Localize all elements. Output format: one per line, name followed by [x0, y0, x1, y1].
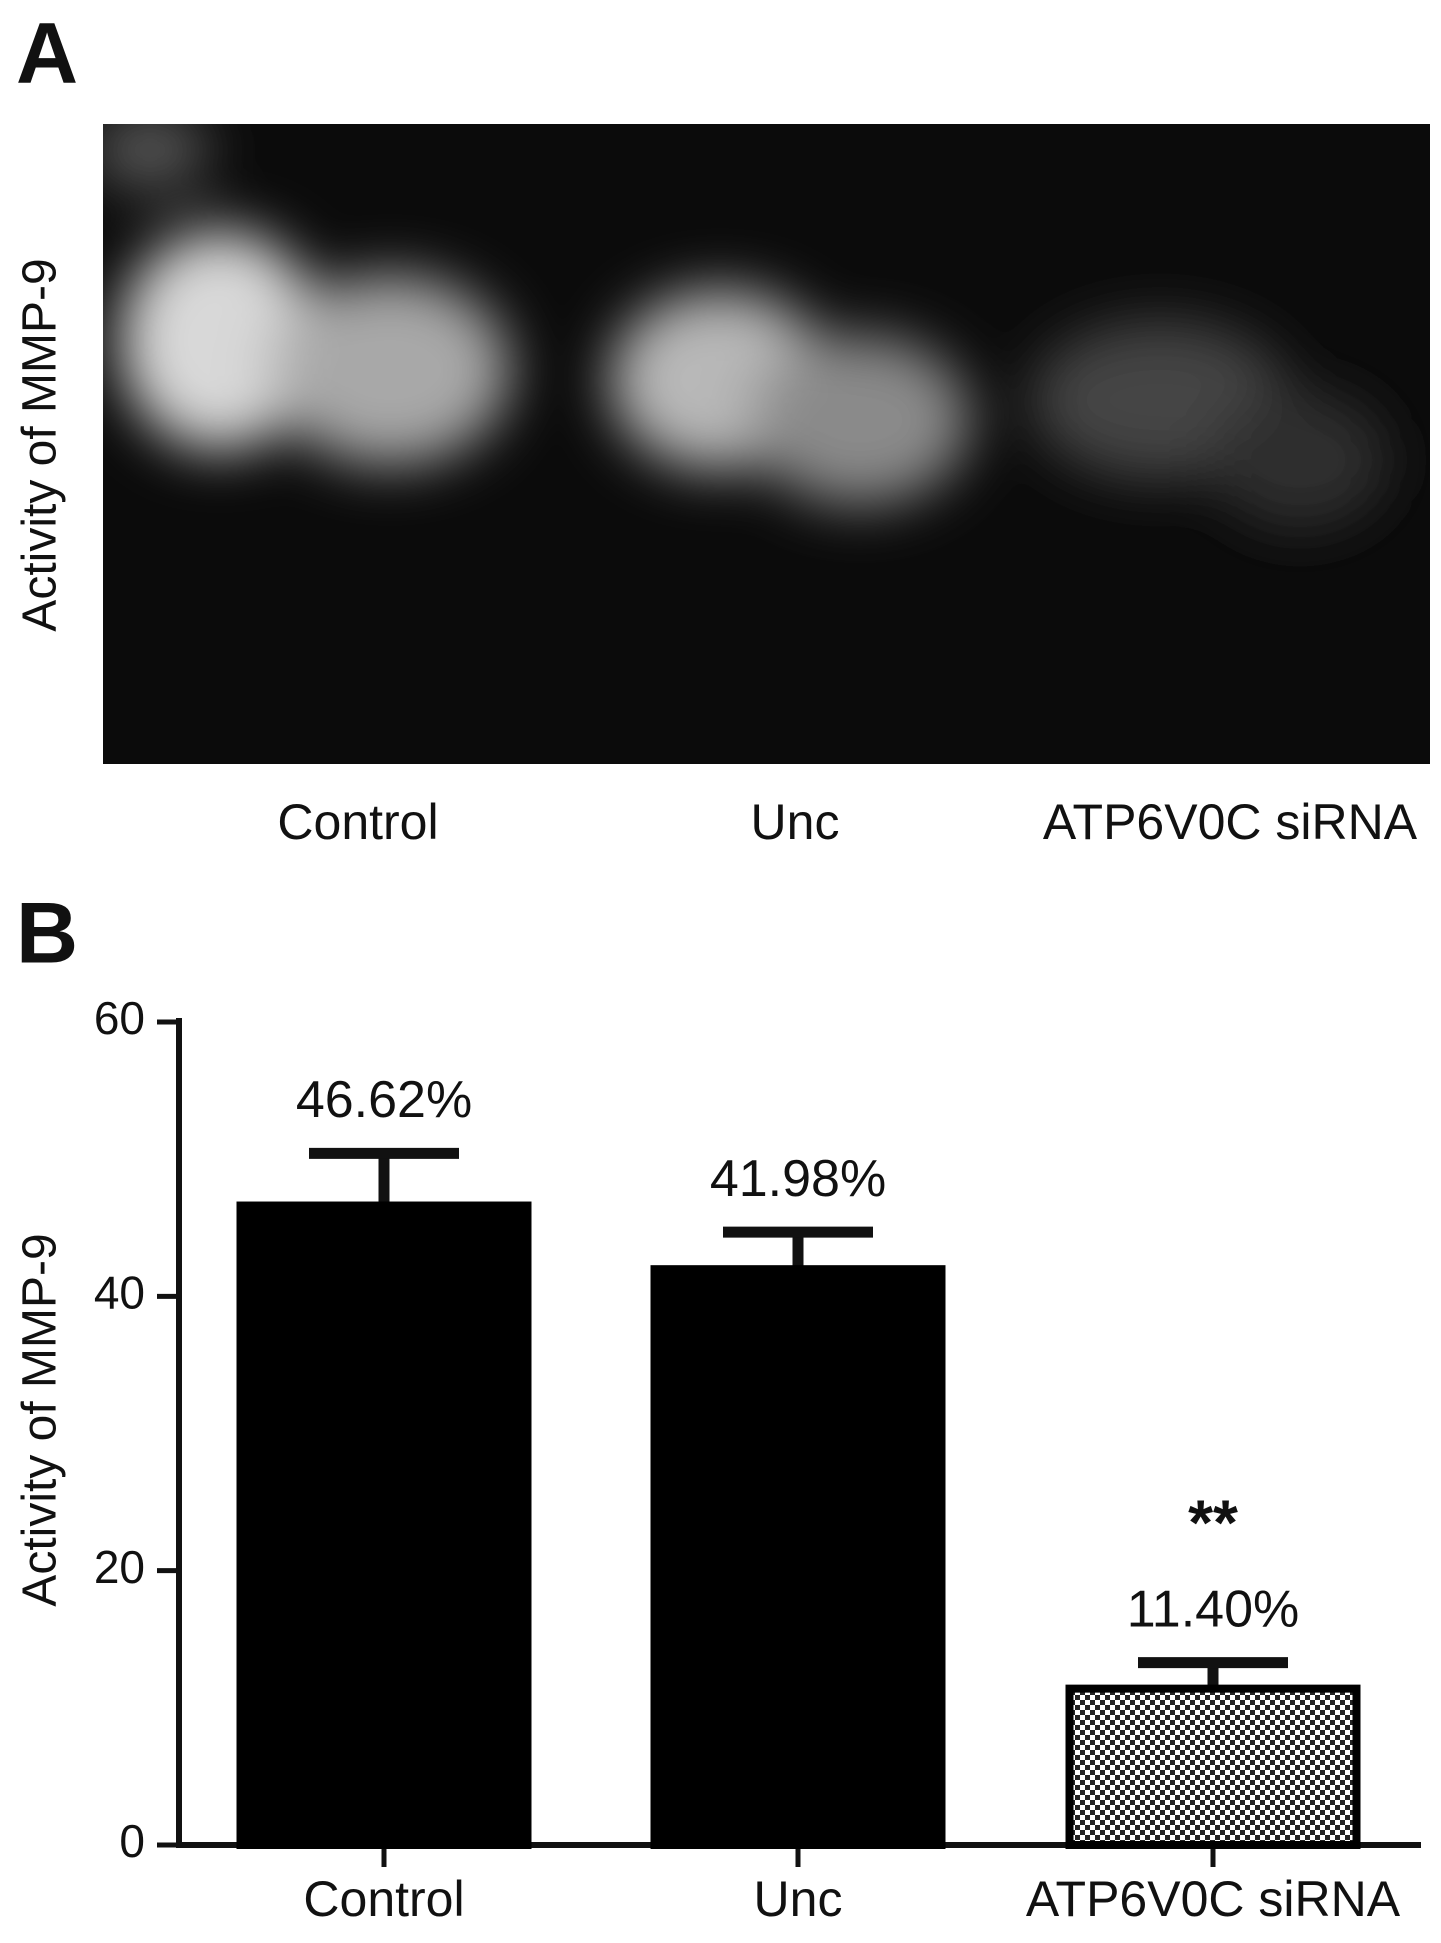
x-tick-label: Control [303, 1871, 464, 1927]
lane-label: ATP6V0C siRNA [1043, 794, 1418, 850]
lane-label: Control [277, 794, 438, 850]
bar [650, 1265, 946, 1849]
panel-label: B [16, 886, 78, 982]
bar [236, 1201, 532, 1850]
y-axis-label: Activity of MMP-9 [14, 1233, 67, 1606]
value-label: 11.40% [1127, 1580, 1300, 1638]
y-tick-label: 0 [119, 1815, 145, 1867]
value-label: 41.98% [710, 1150, 886, 1208]
y-axis-label: Activity of MMP-9 [14, 258, 67, 631]
x-tick-label: Unc [754, 1871, 843, 1927]
y-tick-label: 20 [94, 1541, 145, 1593]
x-tick-label: ATP6V0C siRNA [1026, 1871, 1401, 1927]
lane-label: Unc [751, 794, 840, 850]
y-tick-label: 40 [94, 1266, 145, 1318]
value-label: 46.62% [296, 1071, 472, 1129]
error-bar [309, 1147, 459, 1206]
y-tick-label: 60 [94, 992, 145, 1044]
panel-label: A [16, 6, 78, 102]
error-bar [1138, 1657, 1288, 1689]
bar [1065, 1684, 1361, 1849]
significance-mark: ** [1188, 1486, 1238, 1558]
gel-image [103, 124, 1430, 764]
error-bar [723, 1226, 873, 1270]
